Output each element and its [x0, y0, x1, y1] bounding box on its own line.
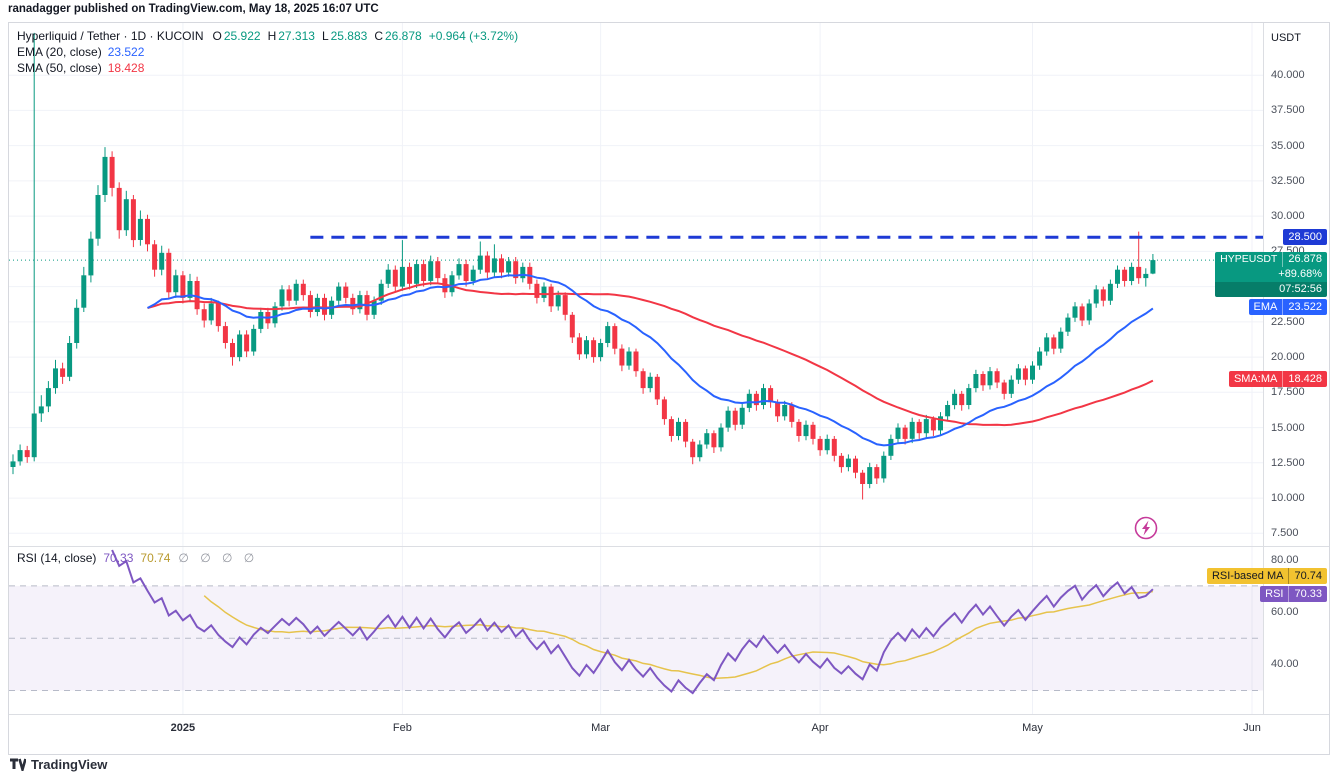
time-axis-label: 2025 — [170, 722, 196, 734]
time-axis-label: Jun — [1243, 722, 1261, 734]
ohlc-close-value: 26.878 — [385, 29, 422, 43]
ohlc-low-label: L — [321, 29, 329, 43]
rsi-hidden-values: ∅ ∅ ∅ ∅ — [178, 551, 259, 565]
symbol-title[interactable]: Hyperliquid / Tether · 1D · KUCOIN — [17, 29, 204, 43]
ema-legend-label[interactable]: EMA (20, close) — [17, 45, 102, 59]
time-axis-label: Apr — [811, 722, 829, 734]
price-tick-label: 20.000 — [1271, 351, 1305, 364]
ohlc-open-value: 25.922 — [223, 29, 261, 43]
ohlc-close-label: C — [374, 29, 383, 43]
candlestick-series — [10, 32, 1156, 500]
main-legend: Hyperliquid / Tether · 1D · KUCOIN O 25.9… — [17, 28, 518, 76]
price-tick-label: 37.500 — [1271, 104, 1305, 117]
price-tick-label: 30.000 — [1271, 210, 1305, 223]
tradingview-logo-icon — [10, 758, 26, 771]
time-axis[interactable]: 2025 Feb Mar Apr May Jun — [9, 714, 1329, 754]
chart-frame: Hyperliquid / Tether · 1D · KUCOIN O 25.9… — [8, 22, 1330, 755]
rsi-ma-legend-value: 70.74 — [140, 551, 171, 565]
price-axis-unit: USDT — [1271, 32, 1301, 44]
price-axis[interactable]: USDT 40.00037.50035.00032.50030.00027.50… — [1263, 23, 1329, 754]
ohlc-open-label: O — [212, 29, 222, 43]
ohlc-low-value: 25.883 — [330, 29, 368, 43]
price-tick-label: 10.000 — [1271, 492, 1305, 505]
price-tick-label: 35.000 — [1271, 139, 1305, 152]
sma-price-badge: SMA:MA 18.428 — [1228, 371, 1327, 388]
resistance-price-badge: 28.500 — [1283, 229, 1327, 246]
rsi-tick-label: 80.00 — [1271, 553, 1299, 566]
time-axis-label: May — [1022, 722, 1043, 734]
rsi-ma-line — [203, 590, 1154, 680]
byline: ranadagger published on TradingView.com,… — [8, 3, 379, 15]
sma-legend-label[interactable]: SMA (50, close) — [17, 61, 102, 75]
ema-legend-value: 23.522 — [107, 45, 145, 59]
sma-legend-value: 18.428 — [107, 61, 145, 75]
pane-separator[interactable] — [9, 546, 1329, 547]
rsi-badge: RSI 70.33 — [1260, 586, 1327, 603]
rsi-legend-label[interactable]: RSI (14, close) — [17, 551, 97, 565]
rsi-legend-value: 70.33 — [103, 551, 134, 565]
chart-canvas[interactable] — [9, 23, 1263, 714]
price-tick-label: 17.500 — [1271, 386, 1305, 399]
tradingview-wordmark: TradingView — [31, 757, 108, 772]
ema-price-badge: EMA 23.522 — [1248, 299, 1327, 316]
symbol-price-badge: HYPEUSDT 26.878 +89.68% 07:52:56 — [1215, 252, 1327, 298]
ohlc-change: +0.964 (+3.72%) — [428, 29, 519, 43]
price-tick-label: 32.500 — [1271, 174, 1305, 187]
ema-line — [147, 273, 1154, 447]
price-tick-label: 40.000 — [1271, 69, 1305, 82]
time-axis-label: Mar — [591, 722, 611, 734]
flash-icon[interactable] — [1133, 515, 1159, 546]
price-tick-label: 7.500 — [1271, 527, 1299, 540]
price-tick-label: 22.500 — [1271, 315, 1305, 328]
ohlc-high-label: H — [267, 29, 277, 43]
sma-line — [147, 282, 1154, 427]
rsi-line — [111, 549, 1154, 695]
ohlc-high-value: 27.313 — [278, 29, 315, 43]
price-tick-label: 15.000 — [1271, 421, 1305, 434]
tradingview-footer[interactable]: TradingView — [10, 757, 107, 772]
rsi-tick-label: 40.00 — [1271, 658, 1299, 671]
rsi-tick-label: 60.00 — [1271, 606, 1299, 619]
rsi-ma-badge: RSI-based MA 70.74 — [1206, 567, 1327, 584]
price-tick-label: 12.500 — [1271, 456, 1305, 469]
rsi-legend: RSI (14, close) 70.33 70.74 ∅ ∅ ∅ ∅ — [17, 550, 258, 566]
time-axis-label: Feb — [392, 722, 412, 734]
